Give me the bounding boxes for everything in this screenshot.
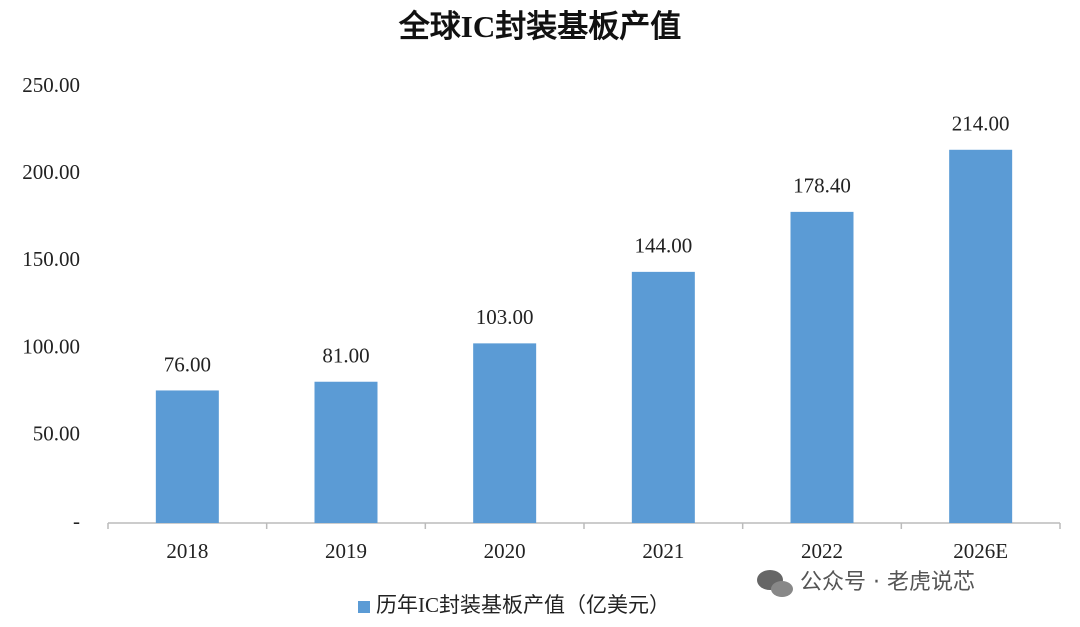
x-tick-label: 2026E — [953, 539, 1008, 563]
y-tick-label: 50.00 — [33, 422, 80, 446]
y-tick-label: 200.00 — [22, 160, 80, 184]
x-tick-label: 2018 — [166, 539, 208, 563]
bar — [314, 381, 378, 523]
y-tick-label: 100.00 — [22, 334, 80, 358]
data-label: 214.00 — [952, 112, 1010, 136]
x-tick-label: 2020 — [484, 539, 526, 563]
x-tick-label: 2022 — [801, 539, 843, 563]
data-label: 103.00 — [476, 305, 534, 329]
bar — [631, 271, 695, 523]
data-label: 81.00 — [322, 344, 369, 368]
bar — [790, 211, 854, 523]
legend-swatch — [358, 601, 370, 613]
data-label: 144.00 — [634, 234, 692, 258]
bar — [949, 149, 1013, 523]
watermark: 公众号 · 老虎说芯 — [800, 570, 975, 595]
data-label: 76.00 — [164, 352, 211, 376]
chart-title: 全球IC封装基板产值 — [398, 9, 681, 44]
y-tick-label: 250.00 — [22, 73, 80, 97]
watermark-icon — [757, 570, 793, 597]
y-tick-label: - — [73, 509, 80, 533]
x-tick-label: 2019 — [325, 539, 367, 563]
data-label: 178.40 — [793, 174, 851, 198]
legend-label: 历年IC封装基板产值（亿美元） — [376, 593, 670, 617]
y-tick-label: 150.00 — [22, 247, 80, 271]
x-tick-label: 2021 — [642, 539, 684, 563]
bar — [155, 390, 219, 523]
bar — [473, 343, 537, 523]
